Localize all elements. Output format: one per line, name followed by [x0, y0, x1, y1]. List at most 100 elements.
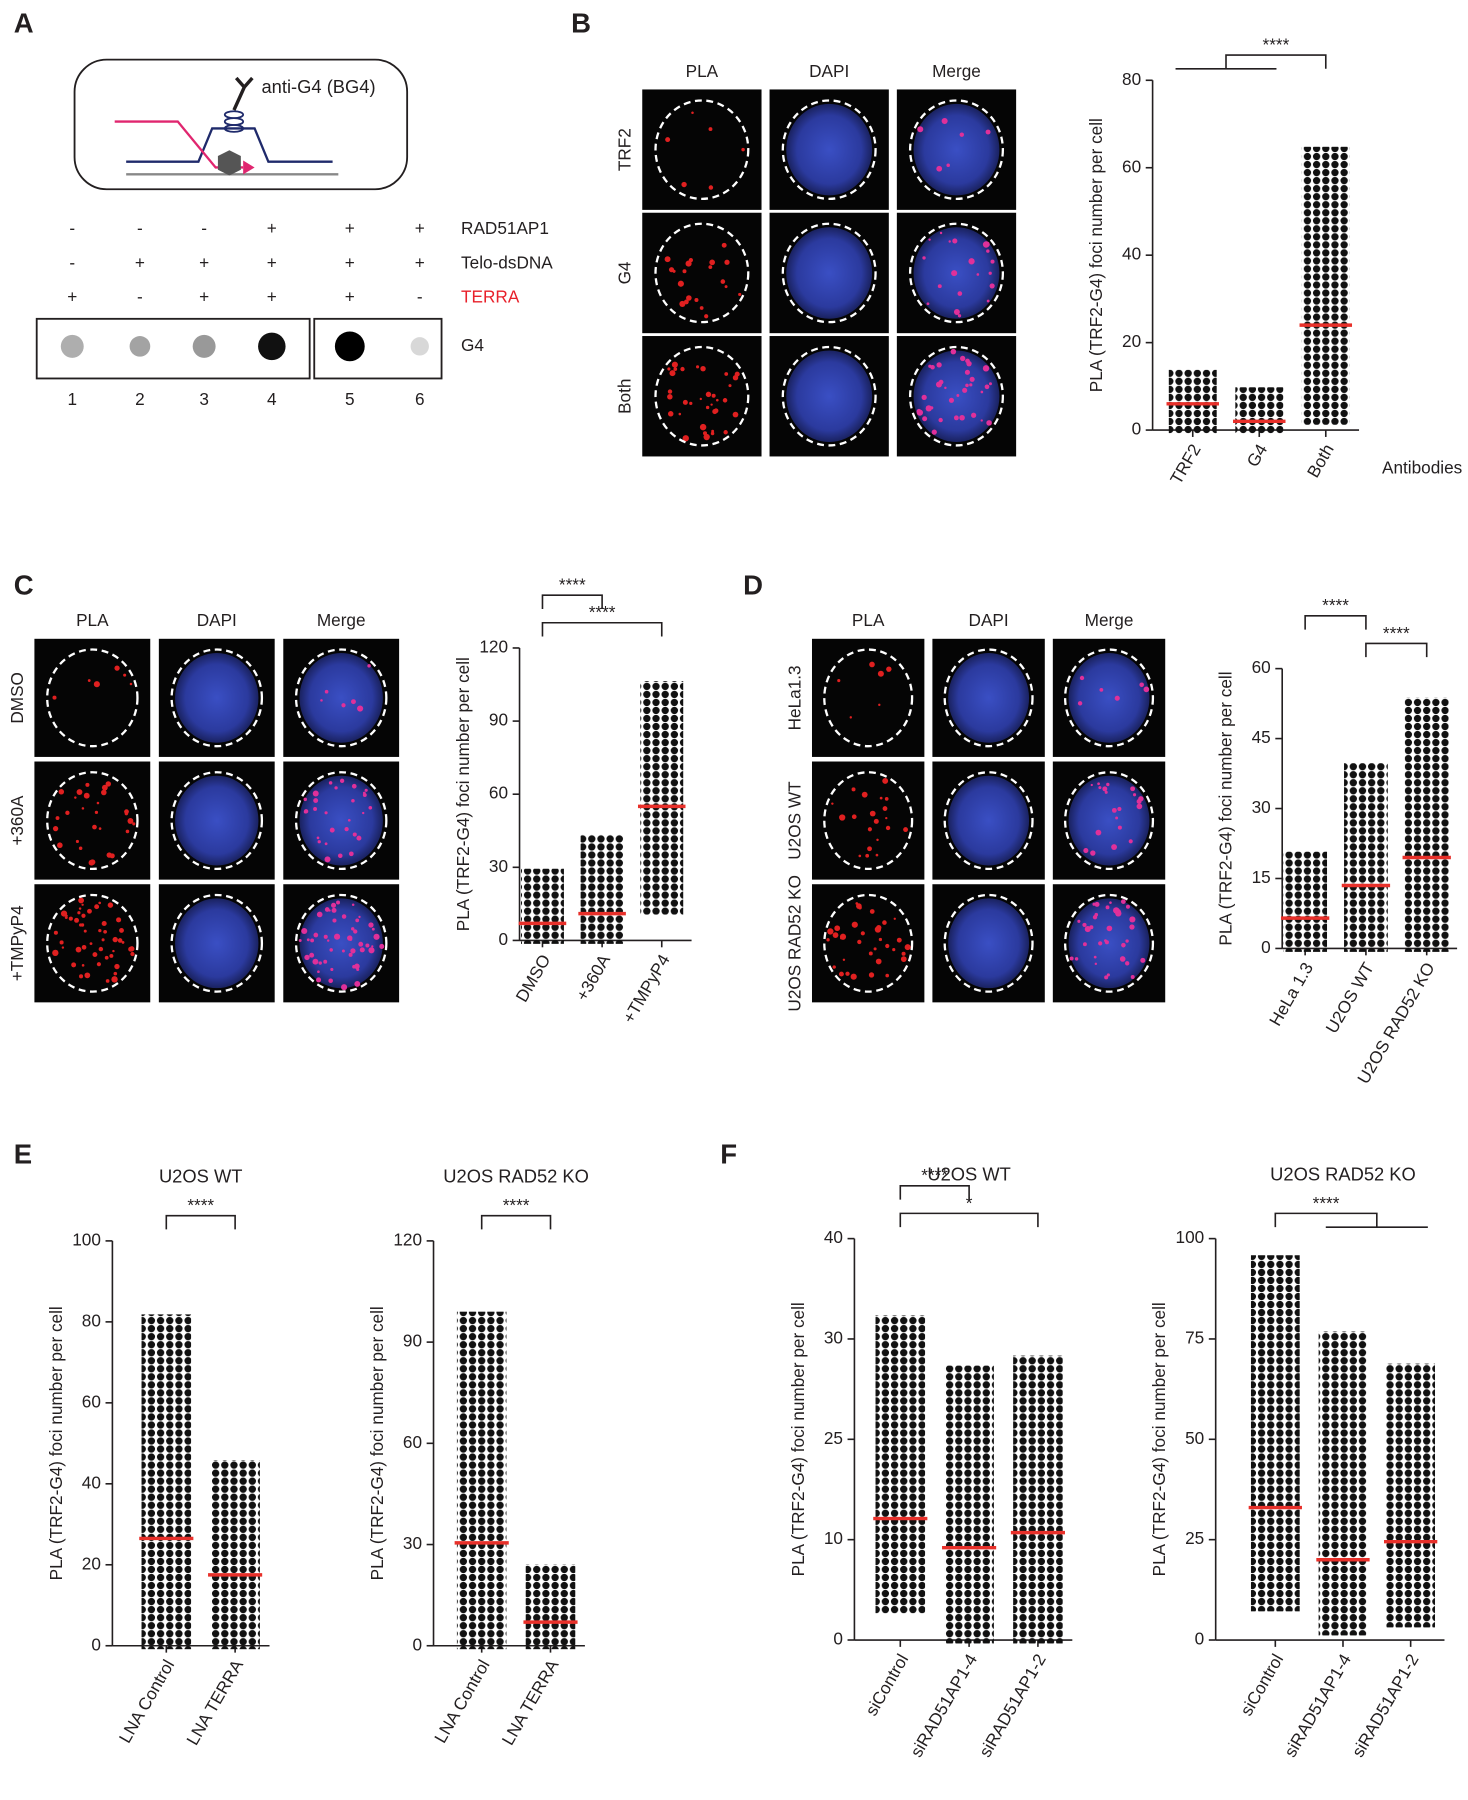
foci [980, 390, 984, 394]
foci [98, 827, 102, 830]
nucleus-outline [170, 893, 264, 993]
foci [65, 810, 70, 815]
y-tick-label: 0 [412, 1634, 422, 1654]
foci [316, 911, 323, 918]
nucleus [175, 898, 259, 989]
foci [877, 670, 884, 677]
foci [1106, 925, 1113, 932]
x-axis-label: Antibodies [1382, 458, 1462, 478]
point-cloud [640, 681, 684, 915]
chart-title: U2OS WT [159, 1166, 243, 1187]
foci [668, 267, 675, 273]
column-header: Merge [317, 610, 366, 630]
y-tick-label: 60 [403, 1432, 422, 1452]
row-label: +TMPyP4 [7, 905, 27, 981]
row-label: TERRA [461, 287, 520, 307]
point-cloud [1283, 851, 1328, 952]
lane-number: 6 [415, 389, 425, 409]
micrograph-cell [769, 336, 889, 457]
foci [960, 355, 966, 362]
foci [677, 280, 684, 287]
micrograph-cell [34, 638, 151, 757]
foci [966, 360, 972, 367]
foci [710, 431, 715, 436]
lane-number: 5 [345, 389, 355, 409]
x-tick-label: +TMPyP4 [618, 950, 674, 1026]
foci [667, 389, 673, 394]
x-tick-label: U2OS WT [1321, 958, 1378, 1036]
foci [689, 401, 693, 406]
foci [334, 786, 338, 790]
foci [348, 937, 353, 941]
sign: + [267, 287, 277, 307]
foci [834, 925, 841, 932]
foci [695, 365, 700, 369]
micrograph-cell [896, 212, 1017, 334]
foci [101, 789, 107, 796]
x-tick-label: LNA Control [115, 1656, 179, 1746]
foci [312, 790, 319, 797]
foci [344, 826, 349, 832]
foci [959, 132, 965, 137]
foci [837, 679, 841, 683]
nucleus-outline [781, 345, 877, 447]
foci [938, 379, 944, 385]
micrograph-cell [158, 638, 275, 757]
foci [1115, 816, 1119, 820]
foci [691, 111, 694, 115]
nucleus-outline [823, 648, 914, 748]
foci [114, 963, 120, 970]
foci [885, 943, 890, 949]
micrograph-cell [34, 761, 151, 880]
foci [679, 300, 686, 307]
foci [827, 928, 834, 935]
foci [101, 784, 108, 791]
y-tick-label: 45 [1252, 727, 1271, 747]
y-tick-label: 120 [393, 1229, 422, 1249]
foci [329, 827, 335, 833]
foci [851, 921, 858, 928]
y-tick-label: 120 [479, 637, 508, 657]
foci [78, 846, 83, 851]
foci [869, 909, 875, 914]
foci [704, 314, 709, 319]
foci [882, 806, 888, 811]
significance-bracket: * [899, 1193, 1039, 1228]
foci [711, 393, 716, 398]
foci [84, 972, 91, 979]
foci [969, 383, 973, 387]
y-tick-label: 25 [824, 1428, 843, 1448]
foci [352, 832, 357, 837]
foci [52, 949, 59, 957]
foci [682, 399, 688, 405]
foci [1094, 912, 1099, 917]
foci [59, 940, 64, 945]
foci [113, 971, 118, 976]
column-header: DAPI [969, 610, 1009, 630]
significance-bracket: **** [541, 575, 603, 609]
y-tick-label: 0 [1195, 1629, 1205, 1649]
foci [855, 902, 859, 905]
nucleus-outline [943, 771, 1034, 871]
foci [1099, 688, 1104, 692]
significance-label: **** [589, 602, 616, 622]
foci [713, 408, 719, 414]
sign: + [415, 252, 425, 272]
x-tick-label: siControl [1236, 1650, 1287, 1719]
y-tick-label: 90 [489, 710, 508, 730]
foci [959, 414, 965, 421]
foci [318, 961, 322, 965]
foci [130, 951, 135, 957]
foci [1111, 807, 1117, 813]
significance-label: **** [559, 575, 586, 595]
foci [58, 789, 65, 795]
foci [936, 165, 943, 172]
panel-label: A [14, 7, 34, 38]
foci [1143, 686, 1150, 693]
foci [900, 956, 907, 962]
x-tick-label: LNA TERRA [182, 1656, 247, 1749]
x-tick-label: siControl [861, 1650, 912, 1719]
nucleus [786, 227, 873, 319]
nucleus-outline [823, 893, 914, 993]
foci [930, 406, 934, 410]
